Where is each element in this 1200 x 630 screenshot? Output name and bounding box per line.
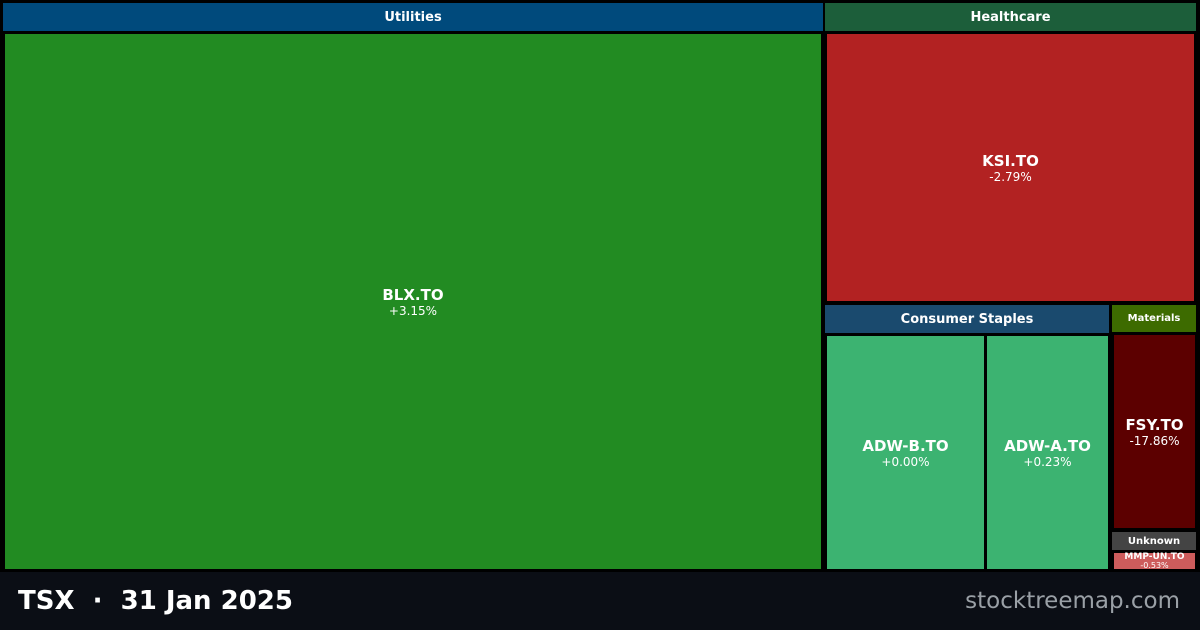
stock-tile[interactable]: ADW-B.TO +0.00% [827, 336, 984, 569]
stock-tile[interactable]: FSY.TO -17.86% [1114, 335, 1195, 528]
stock-tile[interactable]: BLX.TO +3.15% [5, 34, 821, 569]
change: +3.15% [388, 303, 438, 318]
change: -17.86% [1129, 433, 1180, 448]
footer-bar [0, 572, 1200, 630]
change: +0.23% [1023, 454, 1072, 469]
sector-header: Utilities [3, 3, 823, 31]
ticker: ADW-A.TO [1004, 436, 1091, 455]
ticker: BLX.TO [382, 285, 444, 304]
site-link[interactable]: stocktreemap.com [965, 588, 1180, 614]
stock-tile[interactable]: ADW-A.TO +0.23% [987, 336, 1108, 569]
sector-header: Materials [1112, 305, 1196, 332]
date: 31 Jan 2025 [120, 586, 293, 616]
sector-header: Healthcare [825, 3, 1196, 31]
stock-tile[interactable]: KSI.TO -2.79% [827, 34, 1194, 301]
exchange: TSX [18, 586, 75, 616]
change: -0.53% [1140, 560, 1169, 570]
ticker: MMP-UN.TO [1124, 551, 1185, 562]
sector-header: Consumer Staples [825, 305, 1109, 333]
stock-tile[interactable]: MMP-UN.TO -0.53% [1114, 551, 1195, 570]
ticker: ADW-B.TO [862, 436, 949, 455]
ticker: KSI.TO [982, 151, 1039, 170]
change: -2.79% [989, 169, 1032, 184]
footer-title: TSX · 31 Jan 2025 [18, 586, 293, 616]
change: +0.00% [881, 454, 930, 469]
ticker: FSY.TO [1125, 415, 1184, 434]
sector-header: Unknown [1112, 532, 1196, 550]
